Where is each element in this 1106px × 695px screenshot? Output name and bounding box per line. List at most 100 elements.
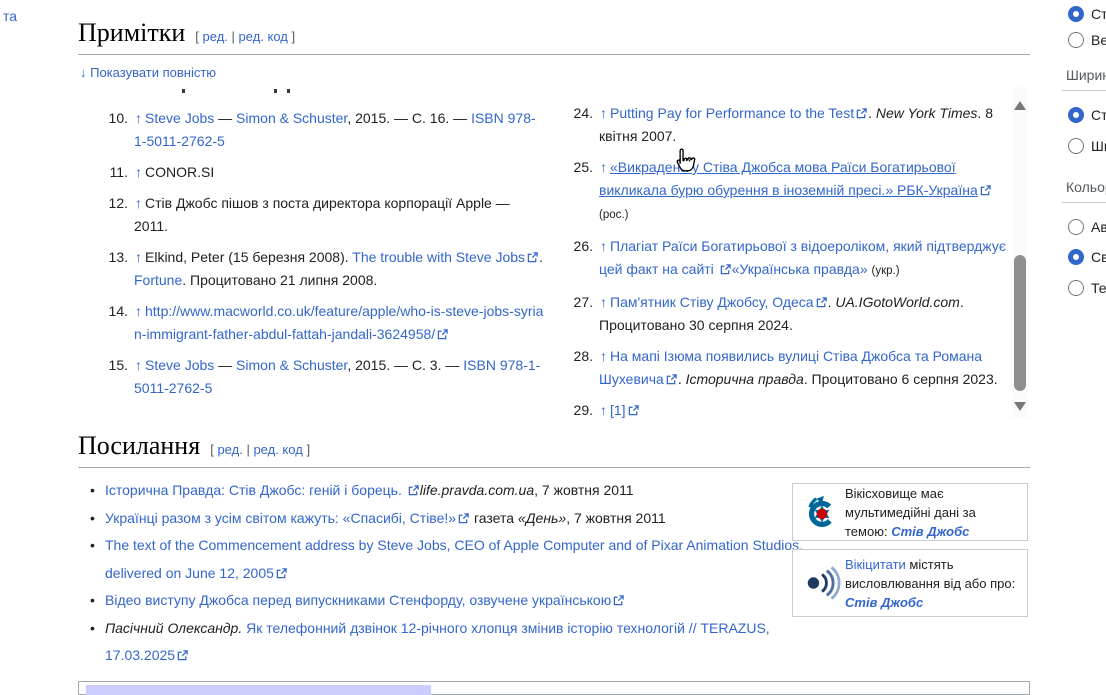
radio-color-light[interactable]: Світла: [1068, 249, 1106, 265]
radio-selected-icon[interactable]: [1068, 249, 1084, 265]
backlink-arrow[interactable]: ↑: [135, 110, 142, 126]
radio-color-dark[interactable]: Темна: [1068, 280, 1106, 296]
stray-link-ta[interactable]: та: [3, 8, 18, 24]
backlink-arrow[interactable]: ↑: [600, 294, 607, 310]
external-link-icon[interactable]: [628, 405, 639, 416]
scrollbar-down-arrow-icon[interactable]: [1014, 402, 1026, 411]
external-links-list: Історична Правда: Стів Джобс: геній і бо…: [78, 477, 805, 670]
ref-link[interactable]: [1]: [610, 402, 626, 418]
wikiquote-logo-icon[interactable]: [799, 564, 845, 602]
navbox-title-bar: [86, 685, 431, 695]
radio-icon[interactable]: [1068, 219, 1084, 235]
backlink-arrow[interactable]: ↑: [600, 238, 607, 254]
references-scrollbar[interactable]: [1012, 87, 1028, 418]
reference-item: 12. ↑ Стів Джобс пішов з поста директора к…: [105, 192, 547, 238]
ref-link[interactable]: Steve Jobs: [145, 357, 215, 373]
ref-text: —: [214, 357, 237, 373]
wikiquote-topic-link[interactable]: Стів Джобс: [845, 594, 924, 610]
radio-label[interactable]: Автоматично: [1091, 219, 1106, 235]
edit-source-link[interactable]: ред. код: [253, 442, 303, 457]
radio-icon[interactable]: [1068, 138, 1084, 154]
external-link-icon[interactable]: [856, 108, 867, 119]
wikimedia-commons-logo-icon[interactable]: [799, 493, 845, 531]
link[interactable]: Відео виступу Джобса перед випускниками …: [105, 592, 612, 608]
external-link-icon[interactable]: [613, 595, 624, 606]
link[interactable]: Як телефонний дзвінок 12-річного хлопця …: [105, 619, 770, 664]
radio-label[interactable]: Великий: [1091, 32, 1106, 48]
external-link-icon[interactable]: [408, 485, 419, 496]
radio-label[interactable]: Стандартна: [1091, 107, 1106, 123]
ref-link[interactable]: Steve Jobs: [145, 110, 215, 126]
scrollbar-up-arrow-icon[interactable]: [1014, 101, 1026, 110]
radio-text-standard[interactable]: Стандартний: [1068, 6, 1106, 22]
references-scroll-area[interactable]: 10. ↑ Steve Jobs — Simon & Schuster, 2015.…: [78, 85, 1008, 418]
radio-width-standard[interactable]: Стандартна: [1068, 107, 1106, 123]
backlink-arrow[interactable]: ↑: [600, 105, 607, 121]
backlink-arrow[interactable]: ↑: [135, 195, 142, 211]
backlink-arrow[interactable]: ↑: [135, 303, 142, 319]
radio-selected-icon[interactable]: [1068, 107, 1084, 123]
ref-link[interactable]: http://www.macworld.co.uk/feature/apple/…: [134, 303, 544, 342]
edit-link[interactable]: ред.: [217, 442, 243, 457]
radio-label[interactable]: Темна: [1091, 280, 1106, 296]
ref-link[interactable]: ISBN 978-1-5011-2762-5: [134, 110, 536, 149]
link[interactable]: The text of the Commencement address by …: [105, 537, 804, 581]
backlink-arrow[interactable]: ↑: [600, 402, 607, 418]
notes-heading-row: Примітки [ ред. | ред. код ]: [78, 18, 1030, 55]
ref-link[interactable]: Плагіат Раїси Богатирьової з відоероліко…: [599, 238, 1006, 277]
radio-color-auto[interactable]: Автоматично: [1068, 219, 1106, 235]
wikiquote-box: Вікіцитати містять висловлювання від або…: [792, 549, 1028, 617]
backlink-arrow[interactable]: ↑: [135, 164, 142, 180]
radio-label[interactable]: Широка: [1091, 138, 1106, 154]
show-full-link[interactable]: ↓ Показувати повністю: [80, 65, 216, 80]
external-link-icon[interactable]: [527, 252, 538, 263]
radio-label[interactable]: Світла: [1091, 249, 1106, 265]
ref-link[interactable]: Fortune: [134, 272, 183, 288]
radio-text-large[interactable]: Великий: [1068, 32, 1106, 48]
link[interactable]: Українці разом з усім світом кажуть: «Сп…: [105, 509, 457, 526]
clipped-text-remnant: [182, 89, 185, 93]
ref-link[interactable]: Simon & Schuster: [236, 357, 348, 373]
edit-source-link[interactable]: ред. код: [238, 29, 288, 44]
ref-text: .: [677, 371, 686, 387]
ref-text: Elkind, Peter (15 березня 2008).: [145, 249, 353, 265]
wikiquote-link[interactable]: Вікіцитати: [845, 556, 906, 572]
ref-link[interactable]: Пам'ятник Стіву Джобсу, Одеса: [610, 294, 814, 310]
external-link-icon[interactable]: [437, 329, 448, 340]
external-link-icon[interactable]: [980, 185, 991, 196]
backlink-arrow[interactable]: ↑: [135, 249, 142, 265]
edit-bracket-open: [: [210, 442, 214, 457]
link[interactable]: Історична Правда: Стів Джобс: геній і бо…: [105, 482, 402, 498]
external-link-icon[interactable]: [720, 264, 731, 275]
radio-selected-icon[interactable]: [1068, 6, 1084, 22]
ref-link[interactable]: ISBN 978-1-5011-2762-5: [134, 357, 541, 396]
ref-link[interactable]: Simon & Schuster: [236, 110, 348, 126]
ref-number: 12.: [108, 195, 128, 211]
edit-link[interactable]: ред.: [202, 29, 228, 44]
radio-icon[interactable]: [1068, 280, 1084, 296]
backlink-arrow[interactable]: ↑: [135, 357, 142, 373]
backlink-arrow[interactable]: ↑: [600, 348, 607, 364]
radio-label[interactable]: Стандартний: [1091, 6, 1106, 22]
external-link-icon[interactable]: [276, 568, 287, 579]
ref-link[interactable]: «Українська правда»: [731, 261, 868, 277]
external-link-icon[interactable]: [177, 650, 188, 661]
radio-width-wide[interactable]: Широка: [1068, 138, 1106, 154]
ref-link-hovered[interactable]: «Викрадена у Стіва Джобса мова Раїси Бог…: [599, 159, 978, 198]
external-link-icon[interactable]: [666, 374, 677, 385]
commons-topic-link[interactable]: Стів Джобс: [891, 523, 970, 539]
list-item: Українці разом з усім світом кажуть: «Сп…: [90, 505, 805, 533]
links-heading: Посилання: [78, 431, 201, 460]
ref-link[interactable]: Putting Pay for Performance to the Test: [610, 105, 855, 121]
external-link-icon[interactable]: [816, 297, 827, 308]
references-right-column: 24. ↑ Putting Pay for Performance to the T…: [570, 102, 1008, 418]
external-link-icon[interactable]: [458, 513, 469, 524]
ref-link[interactable]: На мапі Ізюма появились вулиці Стіва Джо…: [599, 348, 983, 387]
scrollbar-thumb[interactable]: [1014, 255, 1026, 391]
radio-icon[interactable]: [1068, 32, 1084, 48]
ref-work-italic: New York Times: [875, 105, 978, 121]
ref-work-italic: UA.IGotoWorld.com: [835, 294, 960, 310]
backlink-arrow[interactable]: ↑: [600, 159, 607, 175]
ref-link[interactable]: The trouble with Steve Jobs: [352, 249, 526, 265]
site-italic: «День»: [517, 509, 567, 526]
